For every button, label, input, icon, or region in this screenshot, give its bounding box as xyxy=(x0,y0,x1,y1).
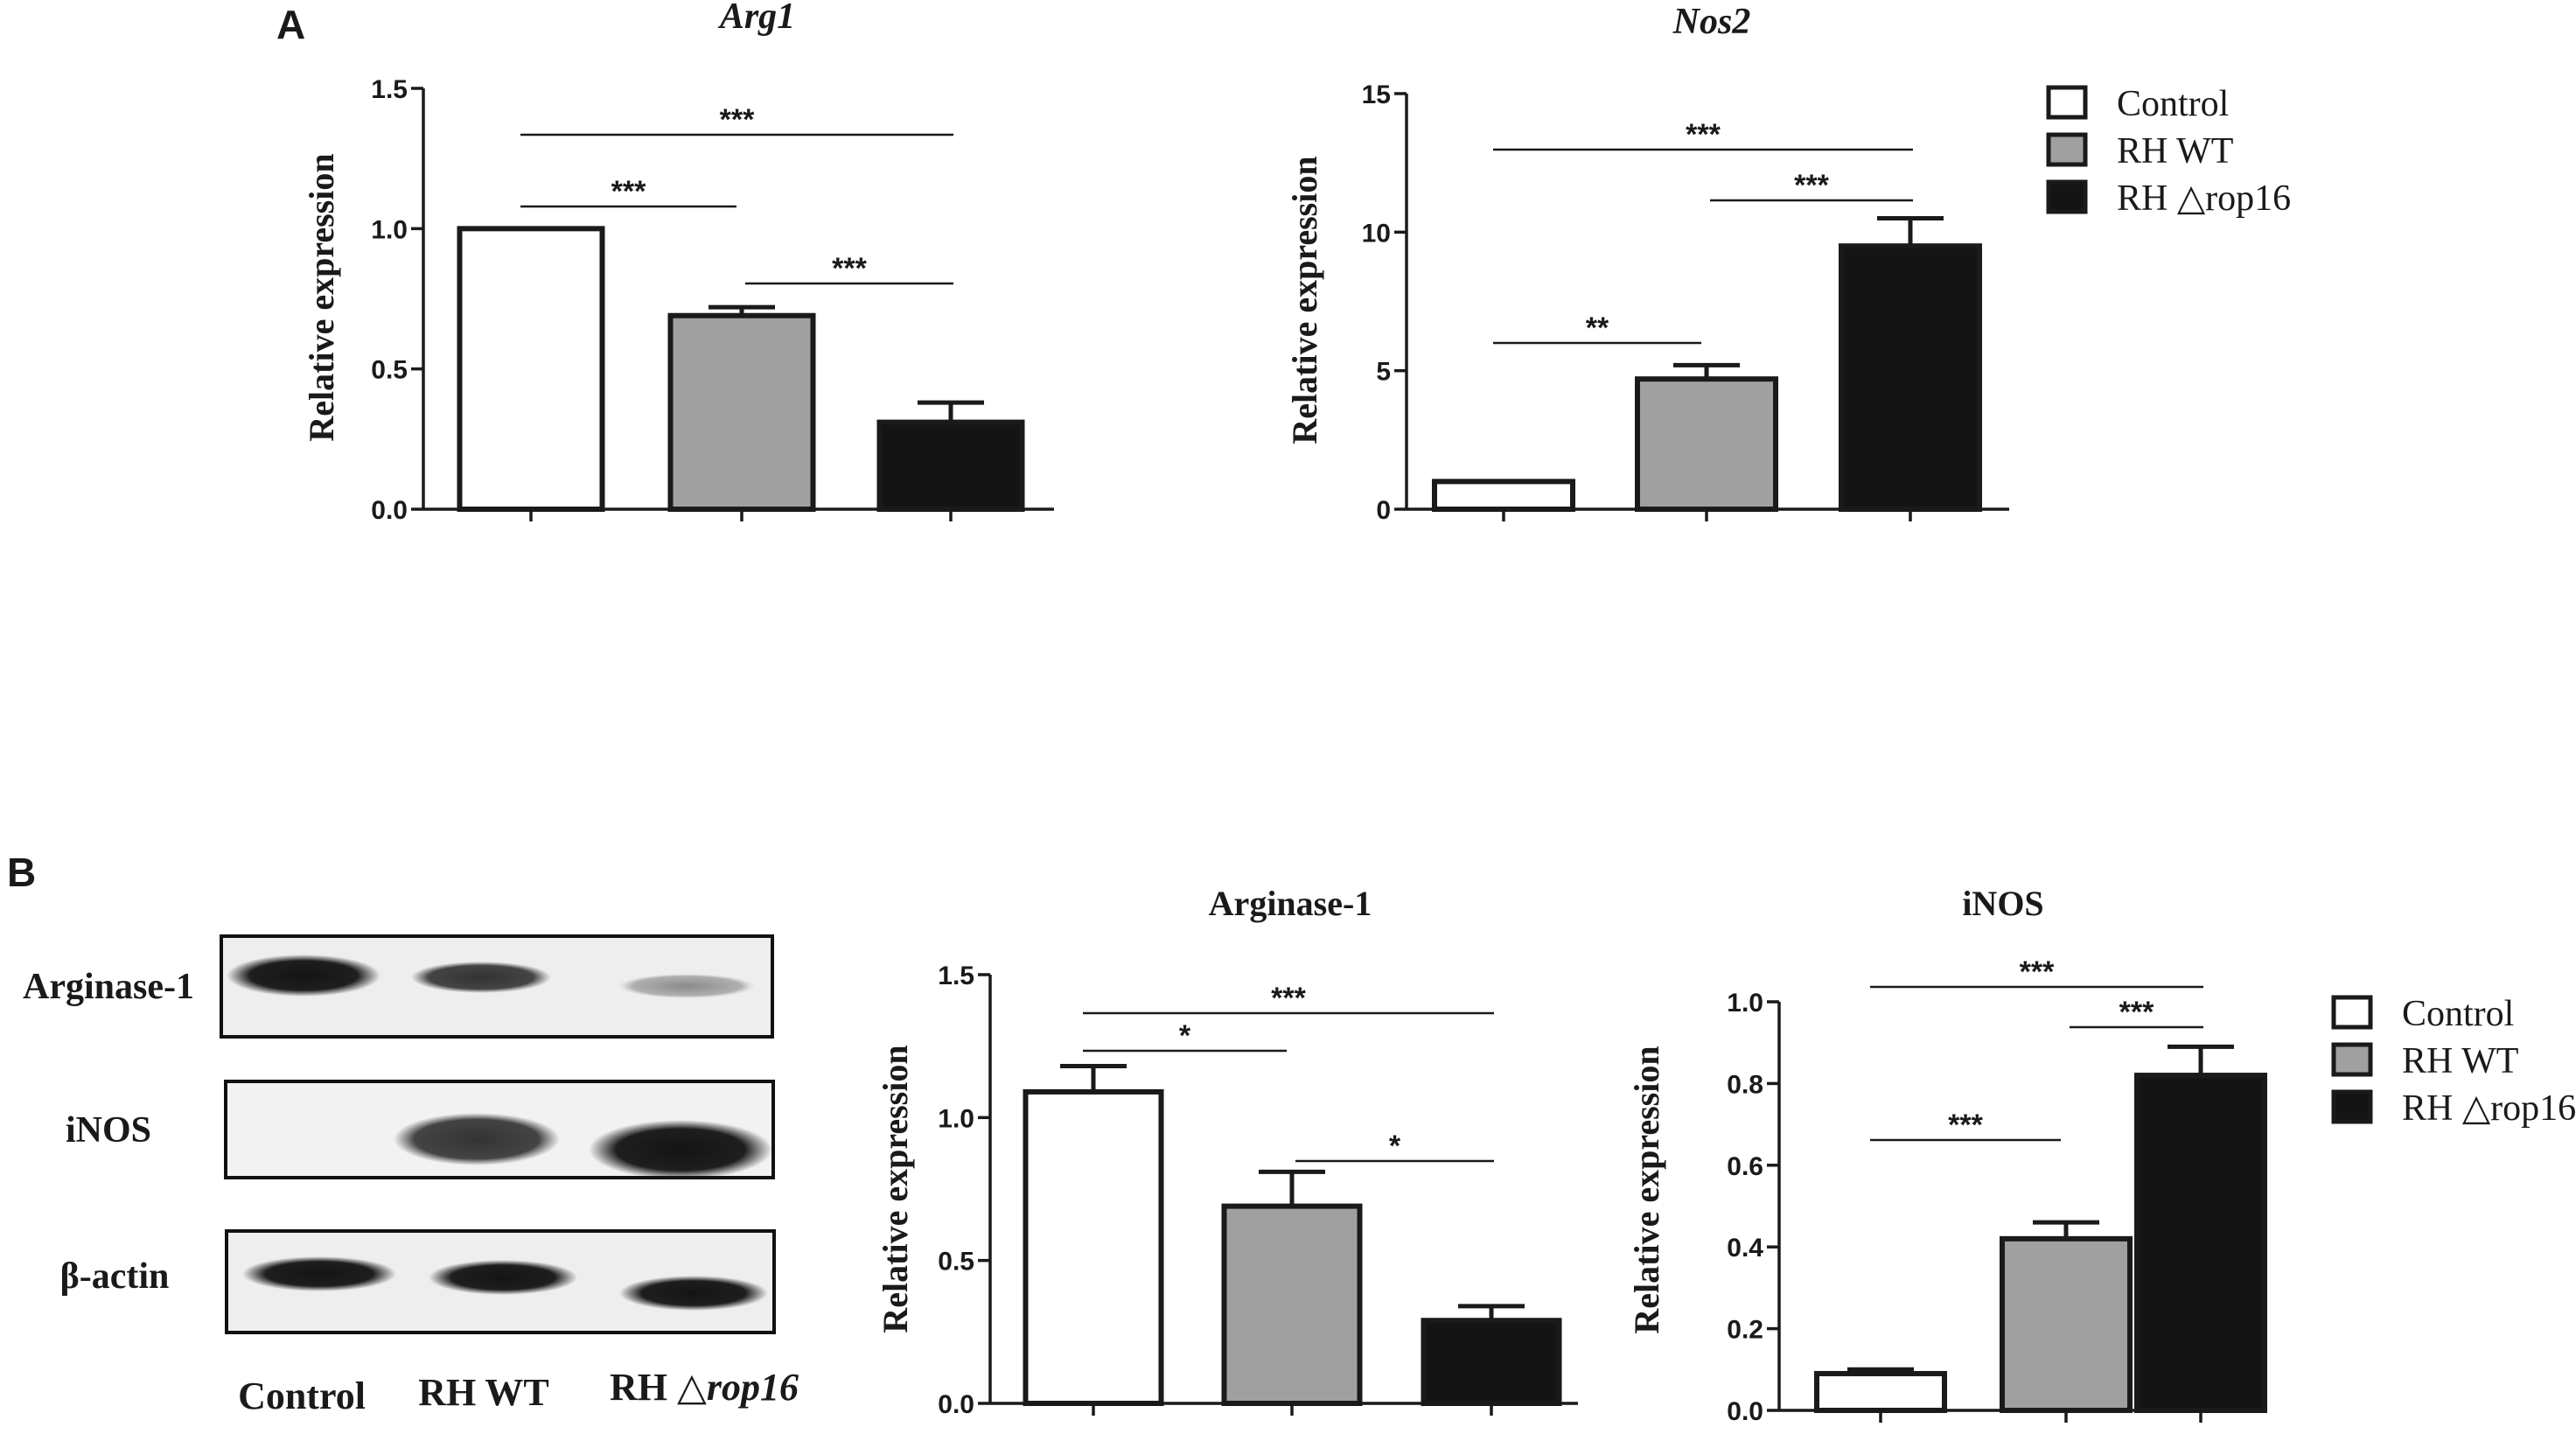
arg1-bar-rh-delta-rop16 xyxy=(876,419,1025,512)
legend-swatch-rh-wt xyxy=(2046,132,2088,167)
nos2-title: Nos2 xyxy=(1672,2,1751,42)
inos-y-tick-label: 0.0 xyxy=(1727,1397,1763,1426)
legend-top: Control RH WT RH △rop16 xyxy=(2046,84,2291,219)
blot-arginase-1 xyxy=(220,934,774,1039)
legend-label-control: Control xyxy=(2117,84,2229,124)
arg1-significance-label: *** xyxy=(832,252,867,285)
band-arginase-1-control xyxy=(227,955,380,997)
inos-significance-label: *** xyxy=(1948,1109,1983,1142)
arginase-1-significance-label: * xyxy=(1179,1019,1191,1053)
legend-swatch-rh-delta-rop16 xyxy=(2046,179,2088,214)
arginase-1-chart: Arginase-1 Relative expression 0.0 0.5 1.0 1.… xyxy=(876,884,1578,1419)
nos2-bar-rh-wt xyxy=(1635,376,1778,512)
inos-significance-label: *** xyxy=(2119,996,2154,1029)
nos2-y-tick-label: 15 xyxy=(1362,80,1391,109)
arginase-1-title: Arginase-1 xyxy=(1209,884,1372,923)
arginase-1-y-tick-label: 1.0 xyxy=(938,1104,974,1133)
band-beta-actin-rh-rop16 xyxy=(619,1276,768,1311)
arginase-1-bar-rh-wt xyxy=(1221,1203,1363,1406)
nos2-y-tick-label: 10 xyxy=(1362,219,1391,248)
legend-label-control: Control xyxy=(2402,994,2514,1034)
band-arginase-1-rh-rop16 xyxy=(618,974,755,998)
arg1-bar-control xyxy=(457,226,605,512)
blot-inos xyxy=(224,1080,775,1179)
legend-label-rh-wt: RH WT xyxy=(2117,131,2233,171)
blot-label-inos: iNOS xyxy=(66,1110,151,1151)
inos-y-tick-label: 0.4 xyxy=(1727,1234,1763,1263)
nos2-significance-label: ** xyxy=(1586,311,1609,345)
inos-y-tick-label: 0.6 xyxy=(1727,1152,1763,1181)
arg1-chart: Arg1 Relative expression 0.0 0.5 1.0 1.5 *** **… xyxy=(302,0,1054,525)
arg1-y-tick-label: 1.0 xyxy=(371,215,408,244)
inos-chart: iNOS Relative expression 0.0 0.2 0.4 0.6 0.8 1.… xyxy=(1627,884,2267,1426)
arginase-1-bar-rh-delta-rop16 xyxy=(1421,1318,1562,1407)
nos2-y-tick-label: 5 xyxy=(1376,358,1391,387)
legend-swatch-control xyxy=(2331,995,2373,1030)
legend-label-rh-delta-rop16: RH △rop16 xyxy=(2117,178,2291,219)
legend-label-rh-wt: RH WT xyxy=(2402,1041,2518,1081)
arg1-y-tick-label: 0.0 xyxy=(371,496,408,525)
panel-b-label: B xyxy=(7,850,36,895)
nos2-significance-label: *** xyxy=(1686,118,1721,151)
legend-label-rh-delta-rop16: RH △rop16 xyxy=(2402,1088,2576,1129)
arg1-y-tick-label: 1.5 xyxy=(371,75,408,104)
arg1-significance-label: *** xyxy=(611,175,646,208)
blot-beta-actin xyxy=(225,1229,776,1334)
arg1-significance-label: *** xyxy=(720,103,755,136)
band-beta-actin-rh-wt xyxy=(429,1260,577,1295)
inos-bar-rh-wt xyxy=(2000,1235,2133,1413)
nos2-significance-label: *** xyxy=(1794,169,1829,202)
arginase-1-y-tick-label: 1.5 xyxy=(938,962,974,990)
inos-bar-rh-delta-rop16 xyxy=(2134,1073,2267,1414)
arginase-1-y-tick-label: 0.0 xyxy=(938,1390,974,1419)
inos-significance-label: *** xyxy=(2020,955,2055,989)
arg1-bar-rh-wt xyxy=(667,312,816,512)
band-inos-rh-rop16 xyxy=(589,1120,772,1179)
arginase-1-y-axis-label: Relative expression xyxy=(876,1045,915,1333)
legend-swatch-rh-delta-rop16 xyxy=(2331,1089,2373,1124)
arginase-1-significance-label: * xyxy=(1389,1130,1401,1163)
legend-swatch-rh-wt xyxy=(2331,1042,2373,1077)
legend-swatch-control xyxy=(2046,85,2088,120)
western-blot: Arginase-1 iNOS β-actin Control RH WT RH… xyxy=(23,934,799,1417)
inos-y-tick-label: 0.8 xyxy=(1727,1070,1763,1099)
arg1-y-axis-label: Relative expression xyxy=(302,153,341,441)
lane-label-rh-wt: RH WT xyxy=(418,1371,549,1414)
arg1-title: Arg1 xyxy=(717,0,795,37)
arginase-1-y-tick-label: 0.5 xyxy=(938,1248,974,1277)
inos-y-axis-label: Relative expression xyxy=(1627,1046,1666,1333)
lane-label-control: Control xyxy=(238,1375,366,1417)
nos2-bar-rh-delta-rop16 xyxy=(1839,243,1982,512)
inos-y-tick-label: 0.2 xyxy=(1727,1316,1763,1345)
panel-a-label: A xyxy=(276,2,305,47)
nos2-y-axis-label: Relative expression xyxy=(1285,156,1324,444)
legend-bottom: Control RH WT RH △rop16 xyxy=(2331,994,2576,1129)
blot-label-beta-actin: β-actin xyxy=(60,1256,170,1297)
band-beta-actin-control xyxy=(242,1256,396,1291)
nos2-bar-control xyxy=(1432,479,1575,512)
blot-label-arginase-1: Arginase-1 xyxy=(23,967,194,1007)
inos-bar-control xyxy=(1814,1370,1947,1413)
arg1-y-tick-label: 0.5 xyxy=(371,356,408,385)
arginase-1-significance-label: *** xyxy=(1271,982,1306,1015)
arginase-1-bar-control xyxy=(1023,1088,1164,1407)
nos2-y-tick-label: 0 xyxy=(1376,496,1391,525)
band-arginase-1-rh-wt xyxy=(411,962,551,993)
inos-title: iNOS xyxy=(1962,884,2043,923)
lane-label-rh-rop16: RH △rop16 xyxy=(610,1366,799,1409)
band-inos-rh-wt xyxy=(394,1113,560,1165)
inos-y-tick-label: 1.0 xyxy=(1727,989,1763,1018)
